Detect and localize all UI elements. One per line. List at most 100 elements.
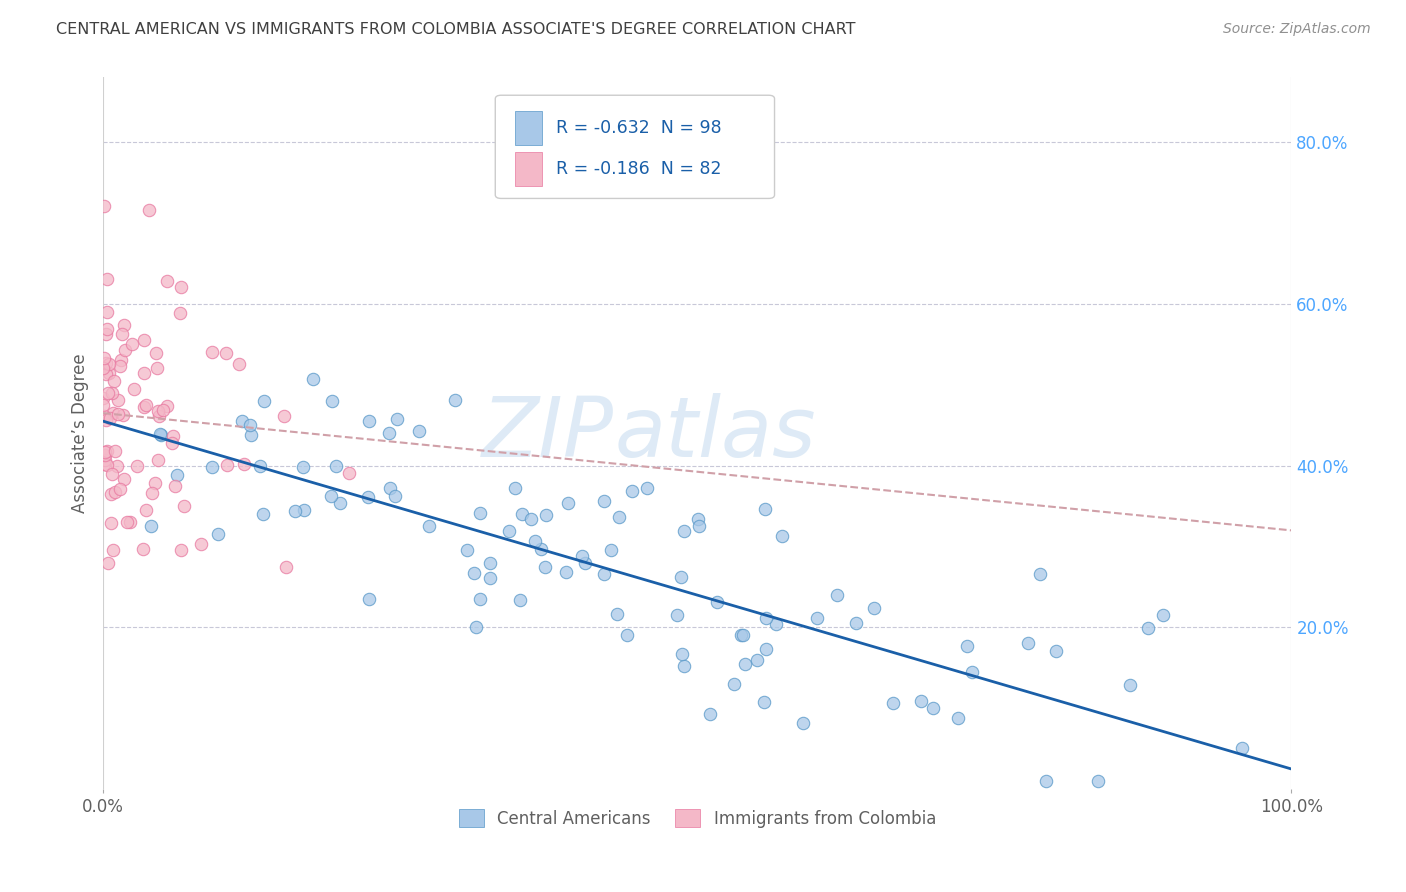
Point	[555, 565, 578, 579]
Point	[1045, 643, 1067, 657]
Point	[91, 360, 114, 375]
Point	[671, 647, 693, 661]
Point	[478, 571, 501, 585]
Point	[1230, 740, 1253, 755]
Point	[138, 203, 160, 218]
Point	[97, 385, 120, 400]
Point	[94, 356, 117, 370]
Point	[252, 507, 274, 521]
Point	[101, 542, 124, 557]
Point	[169, 306, 191, 320]
Point	[249, 459, 271, 474]
Point	[149, 428, 172, 442]
Point	[408, 425, 430, 439]
Point	[699, 707, 721, 722]
Point	[148, 453, 170, 467]
Point	[378, 481, 401, 495]
Point	[478, 556, 501, 570]
Point	[108, 482, 131, 496]
Point	[101, 467, 124, 481]
Point	[734, 657, 756, 671]
Point	[96, 322, 118, 336]
Point	[524, 534, 547, 549]
Point	[148, 409, 170, 423]
Point	[112, 408, 135, 422]
Point	[385, 412, 408, 426]
Point	[152, 403, 174, 417]
Point	[100, 386, 122, 401]
Point	[357, 414, 380, 428]
Point	[190, 537, 212, 551]
Point	[672, 524, 695, 539]
Point	[770, 529, 793, 543]
Point	[357, 491, 380, 505]
Point	[112, 318, 135, 332]
Point	[444, 393, 467, 408]
Point	[114, 343, 136, 358]
Point	[1087, 774, 1109, 789]
Point	[93, 199, 115, 213]
Point	[94, 448, 117, 462]
Point	[101, 406, 124, 420]
Point	[98, 410, 121, 425]
Point	[745, 653, 768, 667]
Point	[156, 400, 179, 414]
Point	[273, 409, 295, 423]
Point	[104, 444, 127, 458]
Point	[93, 409, 115, 423]
Point	[1119, 678, 1142, 692]
Point	[616, 628, 638, 642]
FancyBboxPatch shape	[516, 111, 541, 145]
Point	[111, 326, 134, 341]
Point	[620, 483, 643, 498]
Point	[592, 494, 614, 508]
Point	[606, 607, 628, 621]
Point	[755, 642, 778, 657]
Point	[100, 487, 122, 501]
Point	[534, 560, 557, 574]
Point	[94, 453, 117, 467]
Point	[93, 351, 115, 366]
Point	[792, 715, 814, 730]
Point	[166, 468, 188, 483]
Point	[910, 694, 932, 708]
Point	[384, 489, 406, 503]
Point	[686, 511, 709, 525]
Point	[239, 428, 262, 442]
Point	[956, 639, 979, 653]
Point	[325, 459, 347, 474]
Point	[1035, 774, 1057, 789]
Point	[284, 504, 307, 518]
Point	[215, 345, 238, 359]
Point	[170, 280, 193, 294]
Point	[173, 499, 195, 513]
Point	[329, 496, 352, 510]
Point	[530, 542, 553, 557]
Point	[845, 615, 868, 630]
Point	[135, 398, 157, 412]
Point	[755, 611, 778, 625]
Point	[723, 677, 745, 691]
Point	[93, 457, 115, 471]
Point	[231, 414, 253, 428]
Point	[98, 366, 121, 380]
Point	[91, 398, 114, 412]
Point	[1029, 566, 1052, 581]
Point	[1152, 607, 1174, 622]
Point	[96, 458, 118, 472]
Point	[217, 458, 239, 473]
Point	[132, 366, 155, 380]
Point	[112, 472, 135, 486]
Point	[96, 327, 118, 342]
Point	[253, 394, 276, 409]
Point	[103, 374, 125, 388]
Point	[359, 591, 381, 606]
Point	[122, 382, 145, 396]
Point	[107, 407, 129, 421]
Point	[207, 527, 229, 541]
Point	[882, 697, 904, 711]
Point	[754, 695, 776, 709]
Point	[468, 506, 491, 520]
Point	[671, 569, 693, 583]
Point	[93, 391, 115, 405]
